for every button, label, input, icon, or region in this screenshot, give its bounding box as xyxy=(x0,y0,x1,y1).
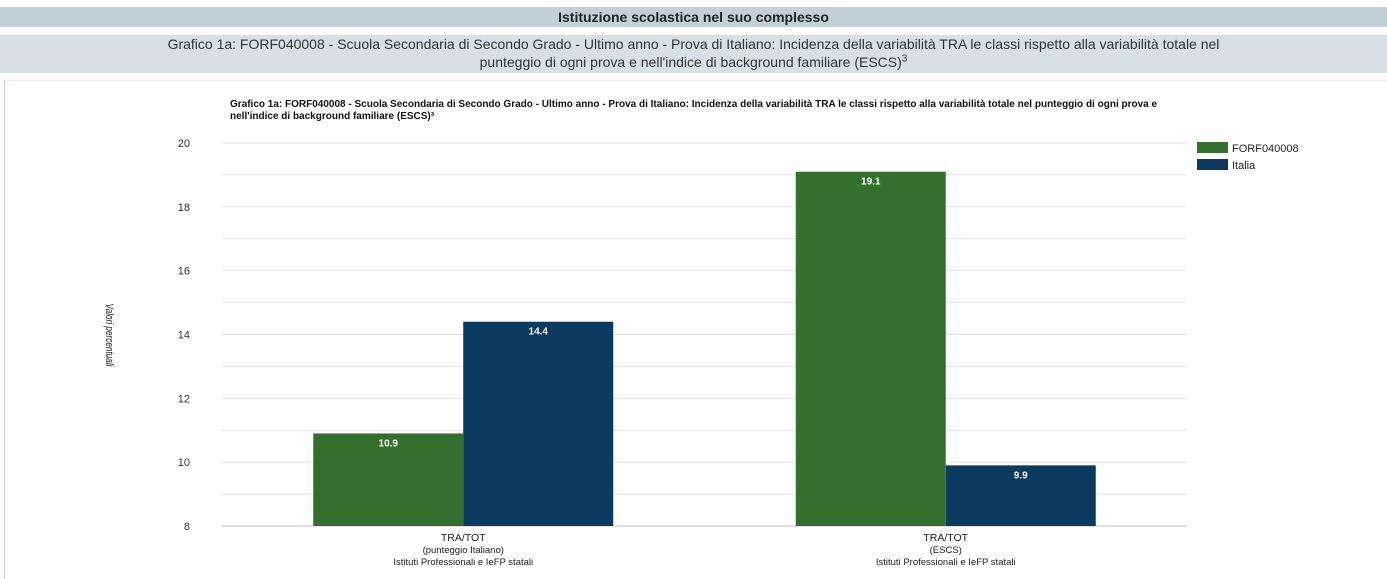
y-tick-label: 16 xyxy=(178,266,190,278)
y-tick-label: 12 xyxy=(178,393,190,405)
chart-caption-footnote: 3 xyxy=(901,53,908,65)
x-category-label: TRA/TOT xyxy=(441,532,486,544)
y-tick-label: 14 xyxy=(178,330,190,342)
x-category-label: (ESCS) xyxy=(930,545,962,556)
bar xyxy=(463,321,614,526)
bar-value-label: 14.4 xyxy=(529,327,549,338)
bar xyxy=(313,433,464,526)
legend-swatch xyxy=(1197,159,1228,170)
x-category-label: Istituti Professionali e IeFP statali xyxy=(393,557,533,568)
chart-caption-line2: punteggio di ogni prova e nell'indice di… xyxy=(0,53,1387,71)
section-header: Istituzione scolastica nel suo complesso xyxy=(0,7,1387,28)
chart-caption-line2-text: punteggio di ogni prova e nell'indice di… xyxy=(479,54,902,70)
x-category-label: (punteggio Italiano) xyxy=(423,545,504,556)
legend-label: FORF040008 xyxy=(1232,143,1299,155)
chart-caption-line1: Grafico 1a: FORF040008 - Scuola Secondar… xyxy=(167,36,1220,52)
bar-value-label: 9.9 xyxy=(1014,470,1028,481)
y-axis-label: Valori percentuali xyxy=(103,304,116,368)
legend-swatch xyxy=(1197,142,1228,153)
y-tick-label: 8 xyxy=(184,521,190,533)
bar xyxy=(945,465,1096,526)
y-tick-label: 18 xyxy=(178,202,190,214)
chart-frame xyxy=(4,80,1387,579)
bar-value-label: 19.1 xyxy=(861,177,881,188)
section-title: Istituzione scolastica nel suo complesso xyxy=(558,9,829,25)
legend-label: Italia xyxy=(1232,160,1256,172)
y-tick-label: 10 xyxy=(178,457,190,469)
x-category-label: TRA/TOT xyxy=(923,532,968,544)
bar-value-label: 10.9 xyxy=(379,438,399,449)
y-tick-label: 20 xyxy=(178,138,190,150)
chart-title: Grafico 1a: FORF040008 - Scuola Secondar… xyxy=(230,99,1158,122)
bar xyxy=(795,171,946,526)
chart-caption: Grafico 1a: FORF040008 - Scuola Secondar… xyxy=(0,35,1387,73)
x-category-label: Istituti Professionali e IeFP statali xyxy=(876,557,1016,568)
